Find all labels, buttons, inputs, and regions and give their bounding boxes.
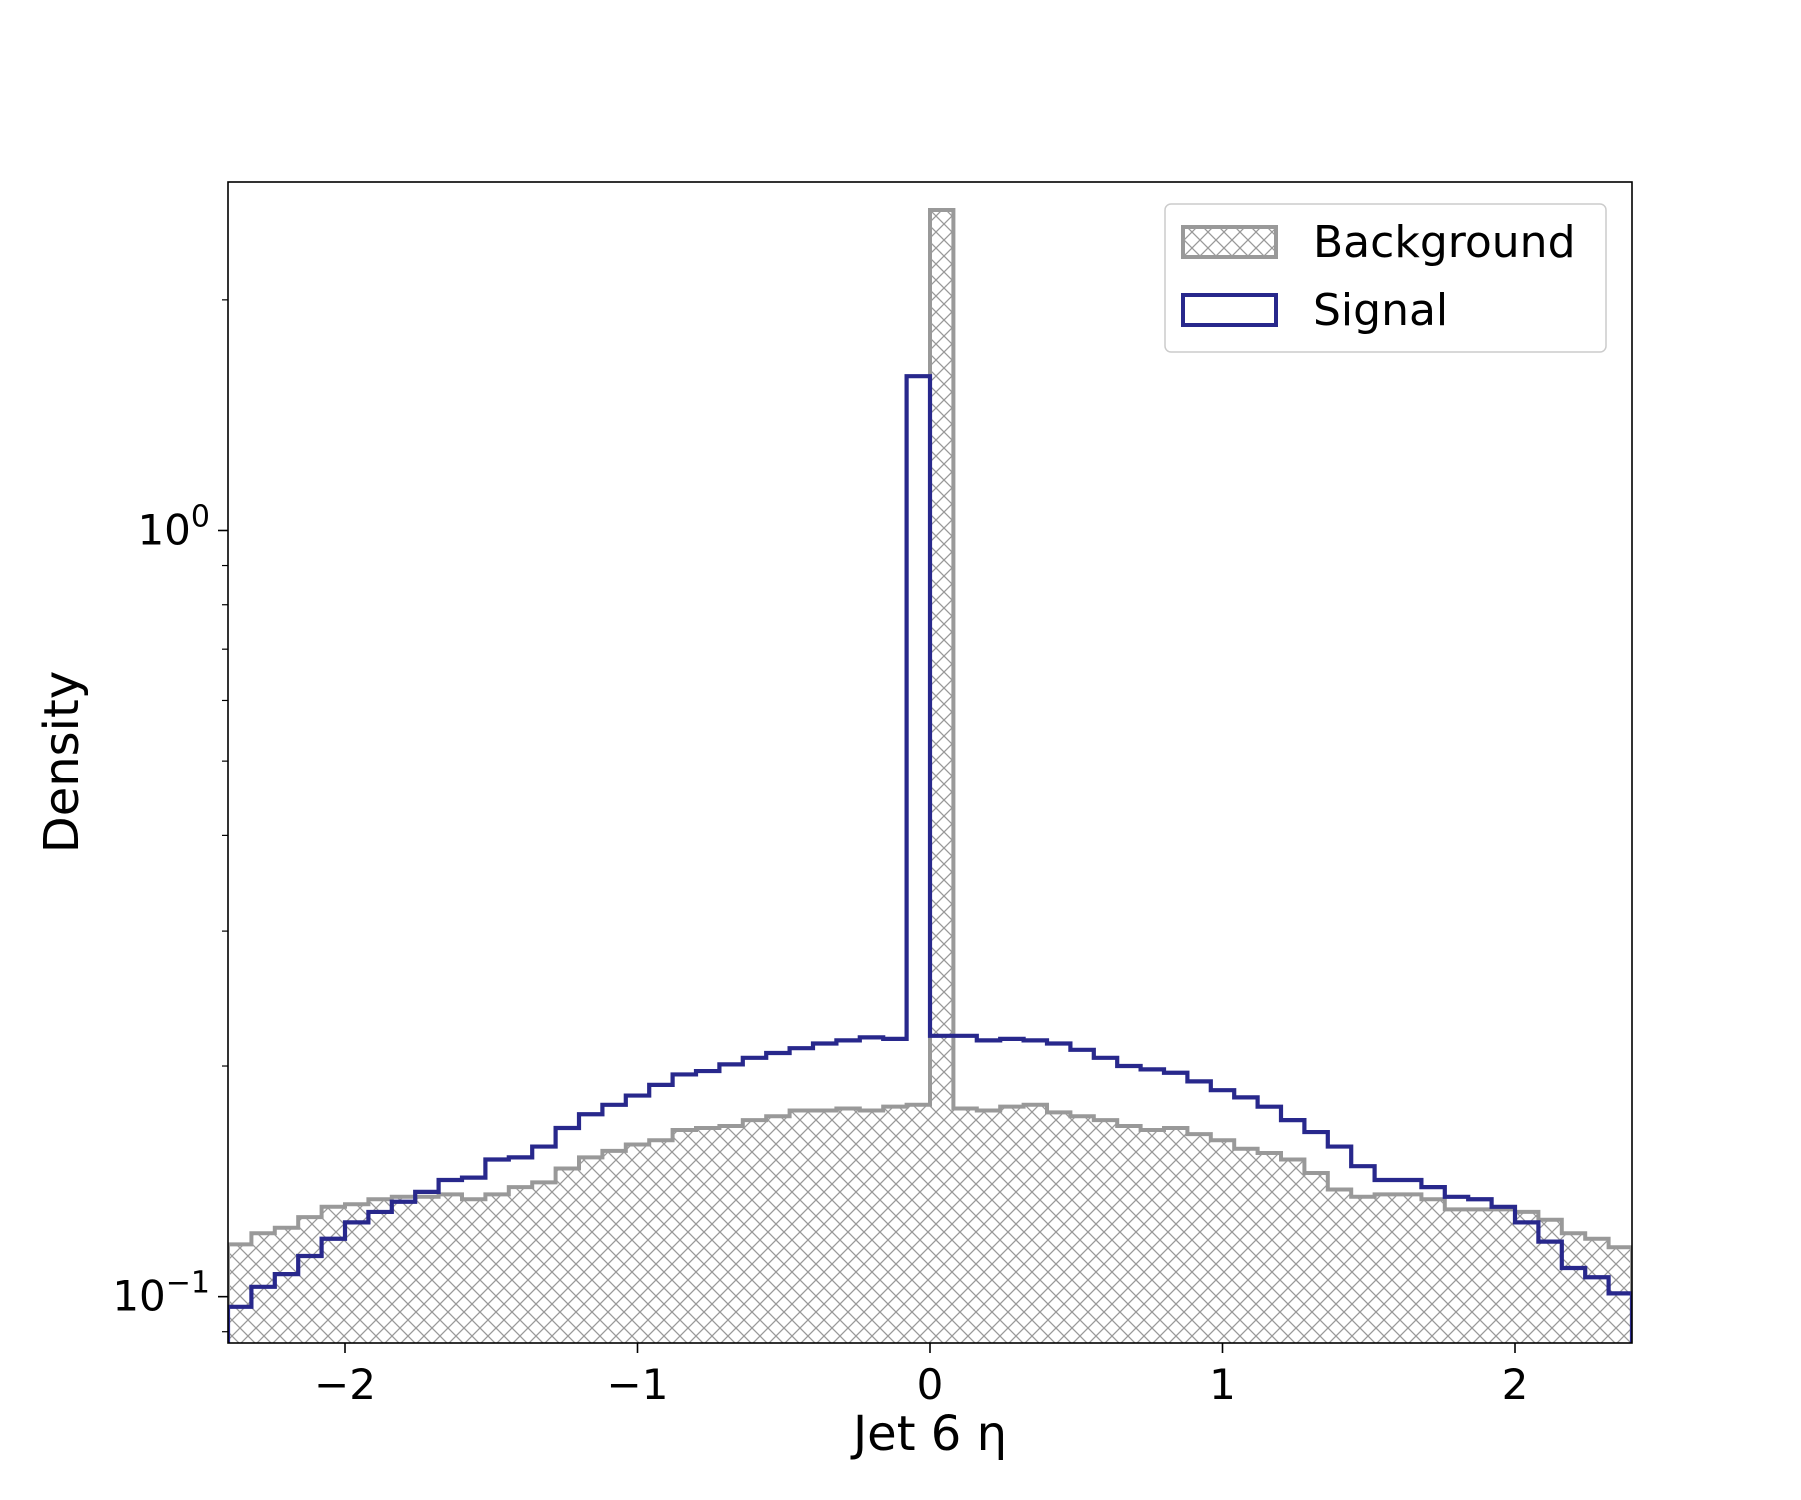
y-axis-label: Density [34, 671, 90, 853]
y-tick-label: 10−1 [112, 1266, 210, 1321]
legend-label-background: Background [1313, 217, 1576, 268]
x-tick-label: 0 [917, 1360, 944, 1409]
x-tick-label: 1 [1209, 1360, 1236, 1409]
y-axis: 10−1 100 [112, 299, 228, 1333]
x-tick-label: −2 [314, 1360, 376, 1409]
x-axis: −2 −1 0 1 2 [314, 1343, 1528, 1409]
x-tick-label: −1 [607, 1360, 669, 1409]
legend: Background Signal [1164, 203, 1607, 353]
x-axis-label: Jet 6 η [850, 1406, 1007, 1462]
x-tick-label: 2 [1502, 1360, 1529, 1409]
signal-histogram [228, 374, 1632, 1343]
legend-swatch-background [1181, 225, 1278, 259]
y-tick-label: 100 [137, 499, 210, 554]
legend-swatch-signal [1181, 293, 1278, 327]
plot-area [227, 181, 1633, 1344]
legend-label-signal: Signal [1313, 285, 1448, 336]
